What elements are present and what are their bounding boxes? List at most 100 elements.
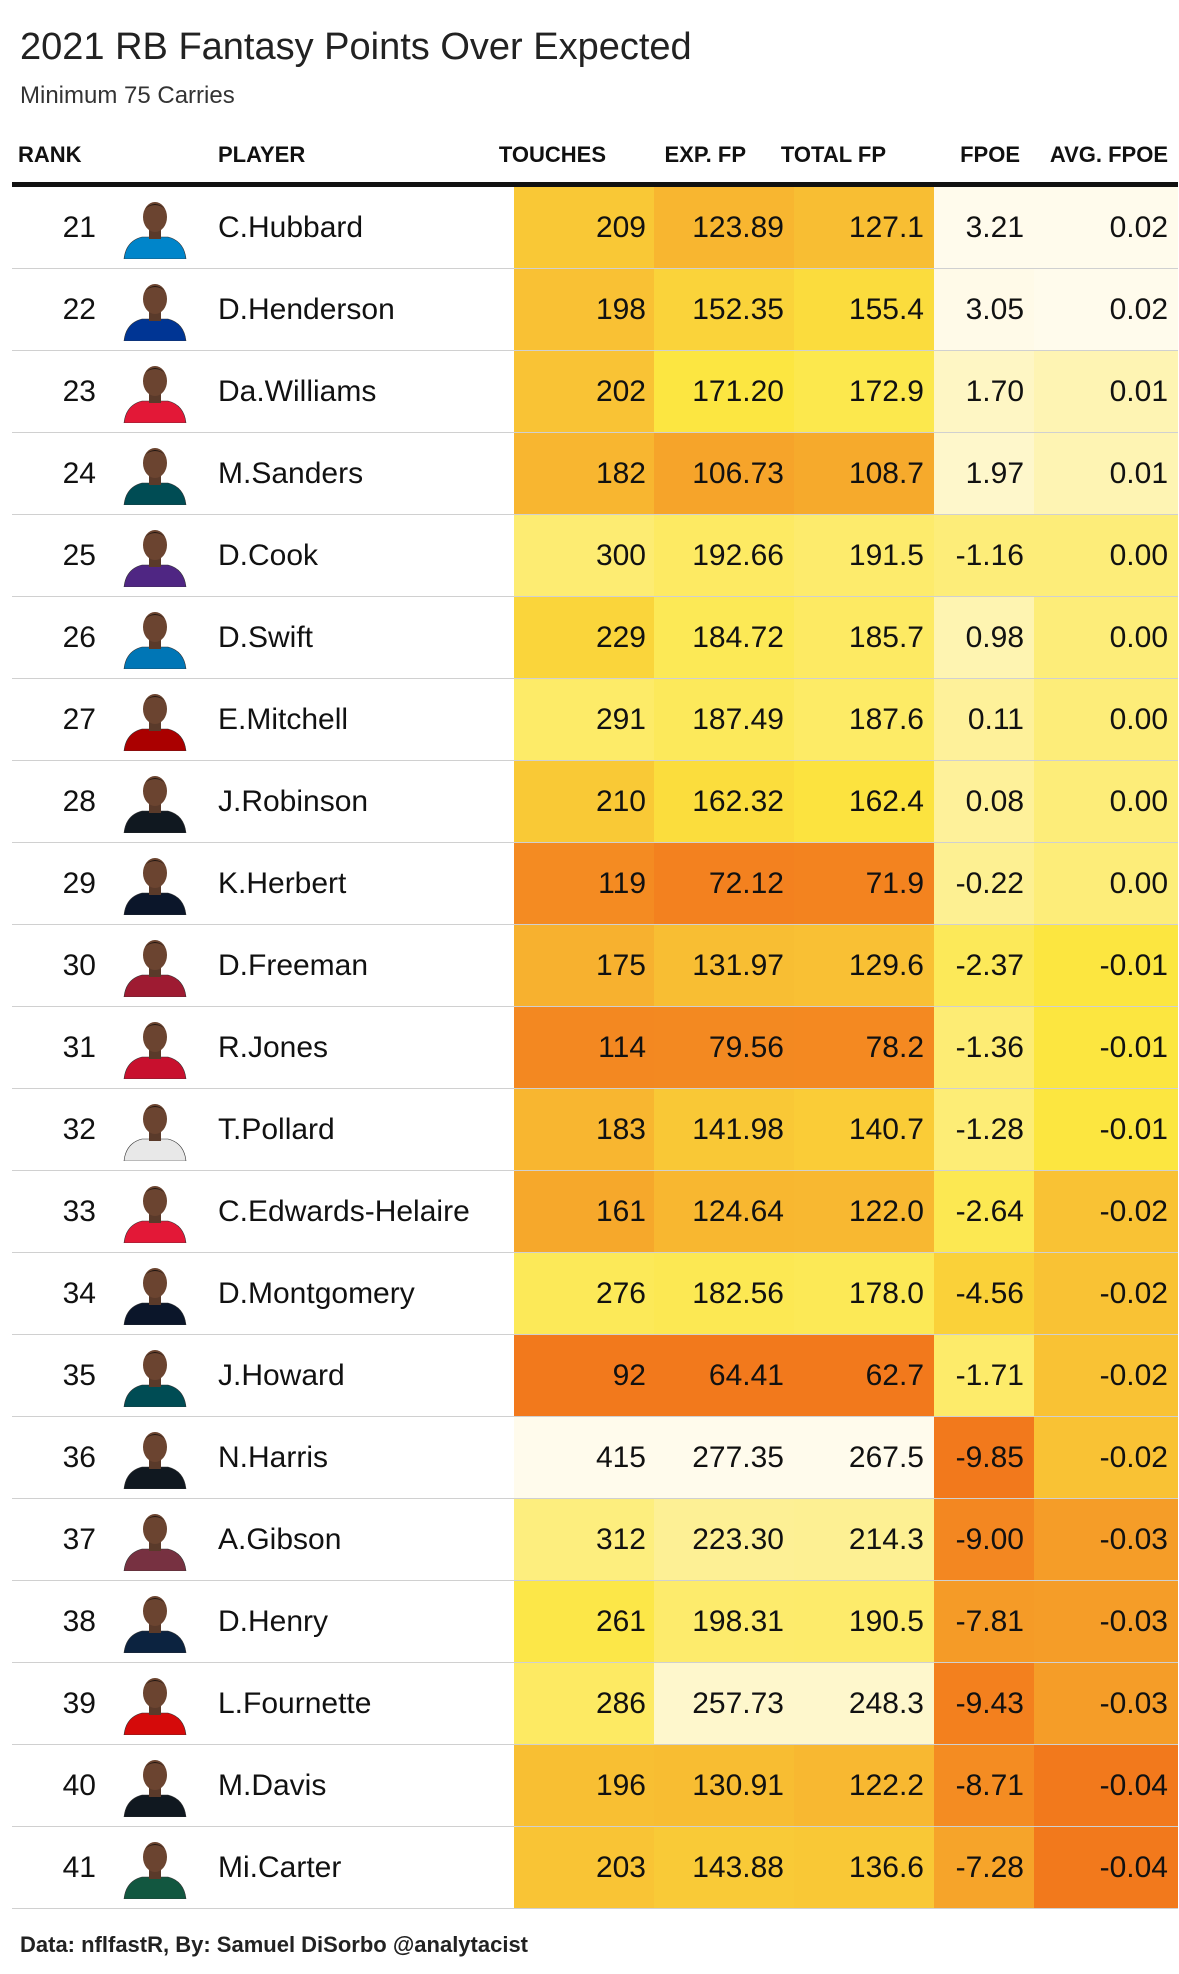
table-row: 28 J.Robinson 210 162.32 162.4 0.08 0.00 <box>12 761 1178 843</box>
avg-fpoe-cell: 0.00 <box>1034 679 1178 760</box>
table-row: 27 E.Mitchell 291 187.49 187.6 0.11 0.00 <box>12 679 1178 761</box>
chart-subtitle: Minimum 75 Carries <box>20 82 235 109</box>
player-headshot <box>108 843 192 924</box>
avg-fpoe-cell: 0.01 <box>1034 433 1178 514</box>
player-headshot <box>108 1581 192 1662</box>
fpoe-cell: 3.05 <box>934 269 1034 350</box>
player-name: T.Pollard <box>218 1113 335 1146</box>
player-name: D.Henry <box>218 1605 329 1638</box>
player-name: C.Edwards-Helaire <box>218 1195 470 1228</box>
touches-cell: 291 <box>514 679 654 760</box>
player-name: C.Hubbard <box>218 211 364 244</box>
player-headshot <box>108 1745 192 1826</box>
total-fp-cell: 214.3 <box>794 1499 934 1580</box>
table-row: 39 L.Fournette 286 257.73 248.3 -9.43 -0.03 <box>12 1663 1178 1745</box>
exp-fp-cell: 123.89 <box>654 187 794 268</box>
player-name: J.Howard <box>218 1359 345 1392</box>
touches-cell: 276 <box>514 1253 654 1334</box>
total-fp-cell: 140.7 <box>794 1089 934 1170</box>
header-avg-fpoe: AVG. FPOE <box>1049 142 1168 167</box>
fpoe-cell: -4.56 <box>934 1253 1034 1334</box>
player-headshot <box>108 351 192 432</box>
player-name: L.Fournette <box>218 1687 372 1720</box>
touches-cell: 229 <box>514 597 654 678</box>
exp-fp-cell: 257.73 <box>654 1663 794 1744</box>
avg-fpoe-cell: 0.02 <box>1034 187 1178 268</box>
avg-fpoe-cell: -0.02 <box>1034 1335 1178 1416</box>
header-rank: RANK <box>18 142 82 167</box>
table-row: 30 D.Freeman 175 131.97 129.6 -2.37 -0.01 <box>12 925 1178 1007</box>
touches-cell: 182 <box>514 433 654 514</box>
table-row: 24 M.Sanders 182 106.73 108.7 1.97 0.01 <box>12 433 1178 515</box>
fpoe-cell: -1.16 <box>934 515 1034 596</box>
avg-fpoe-cell: 0.02 <box>1034 269 1178 350</box>
rank-cell: 41 <box>62 1851 96 1884</box>
player-headshot <box>108 1171 192 1252</box>
rank-cell: 36 <box>62 1441 96 1474</box>
exp-fp-cell: 192.66 <box>654 515 794 596</box>
fpoe-cell: 0.98 <box>934 597 1034 678</box>
rank-cell: 25 <box>62 539 96 572</box>
fpoe-cell: -8.71 <box>934 1745 1034 1826</box>
touches-cell: 161 <box>514 1171 654 1252</box>
avg-fpoe-cell: -0.01 <box>1034 1089 1178 1170</box>
player-headshot <box>108 1089 192 1170</box>
rank-cell: 35 <box>62 1359 96 1392</box>
table-row: 33 C.Edwards-Helaire 161 124.64 122.0 -2.64 -0… <box>12 1171 1178 1253</box>
table-row: 36 N.Harris 415 277.35 267.5 -9.85 -0.02 <box>12 1417 1178 1499</box>
player-name: M.Sanders <box>218 457 364 490</box>
exp-fp-cell: 277.35 <box>654 1417 794 1498</box>
player-headshot <box>108 761 192 842</box>
player-name: R.Jones <box>218 1031 329 1064</box>
touches-cell: 114 <box>514 1007 654 1088</box>
fpoe-cell: -9.85 <box>934 1417 1034 1498</box>
total-fp-cell: 108.7 <box>794 433 934 514</box>
total-fp-cell: 122.0 <box>794 1171 934 1252</box>
rank-cell: 32 <box>62 1113 96 1146</box>
touches-cell: 312 <box>514 1499 654 1580</box>
touches-cell: 183 <box>514 1089 654 1170</box>
player-headshot <box>108 925 192 1006</box>
touches-cell: 196 <box>514 1745 654 1826</box>
exp-fp-cell: 131.97 <box>654 925 794 1006</box>
exp-fp-cell: 162.32 <box>654 761 794 842</box>
header-fpoe: FPOE <box>960 142 1020 167</box>
total-fp-cell: 122.2 <box>794 1745 934 1826</box>
rank-cell: 27 <box>62 703 96 736</box>
exp-fp-cell: 223.30 <box>654 1499 794 1580</box>
avg-fpoe-cell: -0.03 <box>1034 1663 1178 1744</box>
table-row: 34 D.Montgomery 276 182.56 178.0 -4.56 -0.02 <box>12 1253 1178 1335</box>
player-headshot <box>108 433 192 514</box>
total-fp-cell: 172.9 <box>794 351 934 432</box>
total-fp-cell: 78.2 <box>794 1007 934 1088</box>
avg-fpoe-cell: -0.02 <box>1034 1171 1178 1252</box>
touches-cell: 175 <box>514 925 654 1006</box>
touches-cell: 198 <box>514 269 654 350</box>
fpoe-cell: -7.28 <box>934 1827 1034 1908</box>
total-fp-cell: 191.5 <box>794 515 934 596</box>
avg-fpoe-cell: -0.01 <box>1034 925 1178 1006</box>
player-headshot <box>108 597 192 678</box>
data-table: 21 C.Hubbard 209 123.89 127.1 3.21 0.02 22 D.Hen… <box>12 187 1178 1909</box>
rank-cell: 37 <box>62 1523 96 1556</box>
avg-fpoe-cell: 0.00 <box>1034 761 1178 842</box>
table-row: 35 J.Howard 92 64.41 62.7 -1.71 -0.02 <box>12 1335 1178 1417</box>
avg-fpoe-cell: 0.00 <box>1034 597 1178 678</box>
fpoe-cell: 1.97 <box>934 433 1034 514</box>
touches-cell: 202 <box>514 351 654 432</box>
fpoe-cell: -9.00 <box>934 1499 1034 1580</box>
rank-cell: 30 <box>62 949 96 982</box>
exp-fp-cell: 64.41 <box>654 1335 794 1416</box>
avg-fpoe-cell: -0.01 <box>1034 1007 1178 1088</box>
touches-cell: 119 <box>514 843 654 924</box>
fpoe-cell: 3.21 <box>934 187 1034 268</box>
header-touches: TOUCHES <box>498 142 606 167</box>
table-row: 32 T.Pollard 183 141.98 140.7 -1.28 -0.01 <box>12 1089 1178 1171</box>
rank-cell: 24 <box>62 457 96 490</box>
avg-fpoe-cell: 0.00 <box>1034 843 1178 924</box>
table-row: 26 D.Swift 229 184.72 185.7 0.98 0.00 <box>12 597 1178 679</box>
exp-fp-cell: 187.49 <box>654 679 794 760</box>
touches-cell: 92 <box>514 1335 654 1416</box>
table-row: 22 D.Henderson 198 152.35 155.4 3.05 0.02 <box>12 269 1178 351</box>
total-fp-cell: 185.7 <box>794 597 934 678</box>
